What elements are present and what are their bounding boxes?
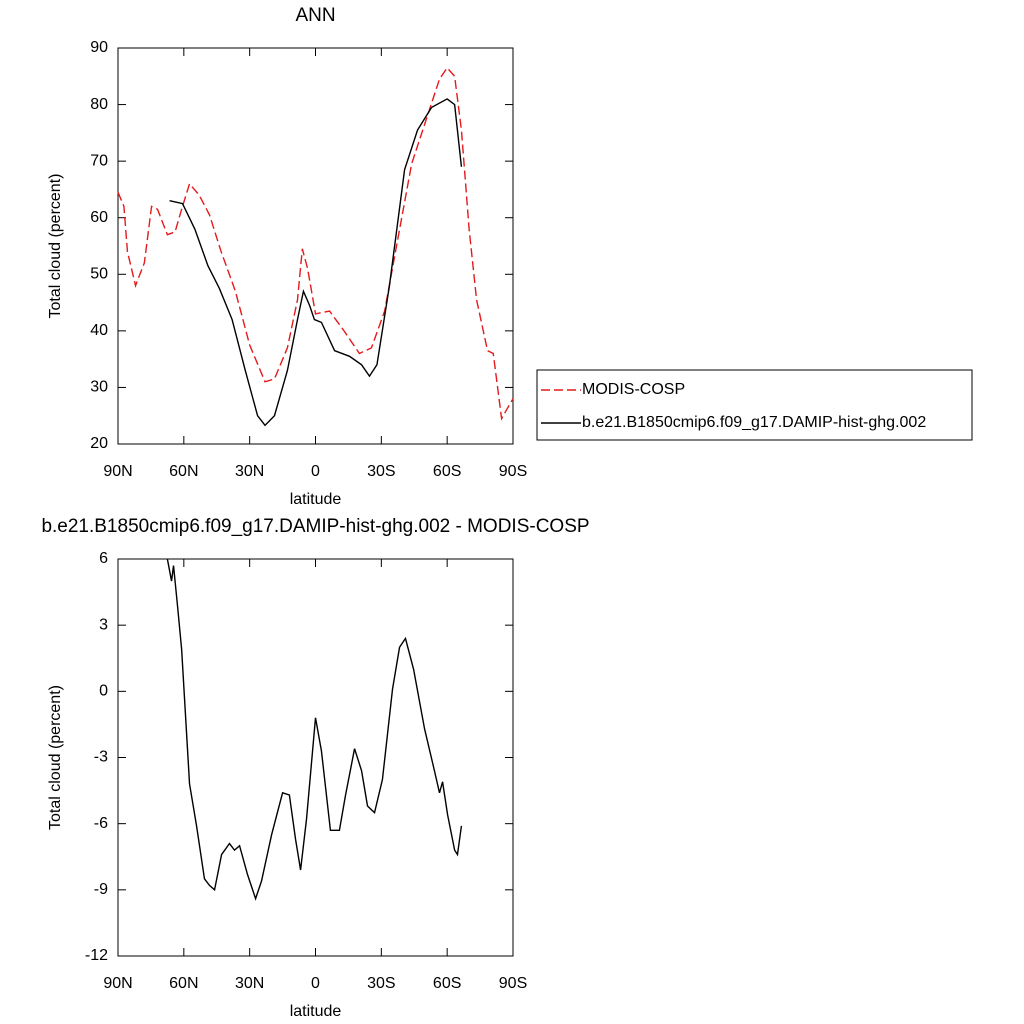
x-tick-label: 90S	[499, 975, 527, 992]
y-tick-label: -3	[94, 749, 108, 766]
x-axis-label: latitude	[290, 1003, 342, 1020]
y-tick-label: -9	[94, 881, 108, 898]
x-tick-label: 30S	[367, 463, 395, 480]
legend-box	[536, 369, 973, 441]
data-line	[169, 98, 463, 427]
x-tick-label: 0	[311, 975, 320, 992]
y-tick-label: 20	[90, 435, 108, 452]
x-tick-label: 30N	[235, 975, 264, 992]
chart-title: b.e21.B1850cmip6.f09_g17.DAMIP-hist-ghg.…	[41, 516, 589, 537]
y-tick-label: -12	[85, 947, 108, 964]
y-tick-label: 0	[99, 683, 108, 700]
y-tick-label: 40	[90, 322, 108, 339]
y-axis-label: Total cloud (percent)	[47, 174, 64, 319]
x-tick-label: 0	[311, 463, 320, 480]
plot-frame	[117, 558, 514, 957]
y-tick-label: -6	[94, 815, 108, 832]
y-tick-label: 90	[90, 39, 108, 56]
y-tick-label: 80	[90, 96, 108, 113]
y-tick-label: 60	[90, 209, 108, 226]
y-tick-label: 3	[99, 616, 108, 633]
x-tick-label: 60S	[433, 975, 461, 992]
x-tick-label: 90S	[499, 463, 527, 480]
x-tick-label: 60N	[169, 975, 198, 992]
y-tick-label: 50	[90, 266, 108, 283]
y-tick-label: 30	[90, 379, 108, 396]
x-tick-label: 60N	[169, 463, 198, 480]
x-tick-label: 60S	[433, 463, 461, 480]
data-line	[117, 66, 514, 421]
y-tick-label: 6	[99, 550, 108, 567]
data-line	[166, 558, 463, 901]
x-tick-label: 90N	[103, 975, 132, 992]
legend-label: MODIS-COSP	[582, 381, 685, 398]
plot-frame	[117, 47, 514, 445]
x-tick-label: 30N	[235, 463, 264, 480]
x-tick-label: 90N	[103, 463, 132, 480]
y-tick-label: 70	[90, 152, 108, 169]
legend-label: b.e21.B1850cmip6.f09_g17.DAMIP-hist-ghg.…	[582, 414, 926, 431]
x-tick-label: 30S	[367, 975, 395, 992]
x-axis-label: latitude	[290, 491, 342, 508]
y-axis-label: Total cloud (percent)	[47, 685, 64, 830]
chart-title: ANN	[295, 5, 335, 26]
